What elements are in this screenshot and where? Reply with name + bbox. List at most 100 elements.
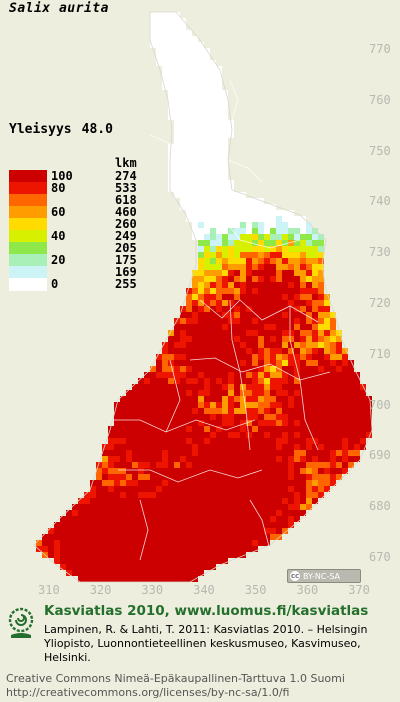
grid-cell xyxy=(270,294,276,300)
grid-cell xyxy=(150,546,156,552)
grid-cell xyxy=(96,462,102,468)
grid-cell xyxy=(318,480,324,486)
grid-cell xyxy=(300,252,306,258)
grid-cell xyxy=(312,492,318,498)
grid-cell xyxy=(342,354,348,360)
legend-count: 460 xyxy=(115,205,137,219)
grid-cell xyxy=(234,390,240,396)
grid-cell xyxy=(138,378,144,384)
grid-cell xyxy=(204,78,210,84)
grid-cell xyxy=(90,546,96,552)
grid-cell xyxy=(192,216,198,222)
grid-cell xyxy=(168,522,174,528)
atlas-link[interactable]: Kasviatlas 2010, www.luomus.fi/kasviatla… xyxy=(44,603,369,619)
grid-cell xyxy=(150,426,156,432)
grid-cell xyxy=(300,300,306,306)
grid-cell xyxy=(276,420,282,426)
grid-cell xyxy=(78,564,84,570)
grid-cell xyxy=(282,312,288,318)
grid-cell xyxy=(270,498,276,504)
grid-cell xyxy=(276,468,282,474)
grid-cell xyxy=(156,486,162,492)
grid-cell xyxy=(216,312,222,318)
license-url[interactable]: http://creativecommons.org/licenses/by-n… xyxy=(6,686,290,699)
grid-cell xyxy=(246,270,252,276)
grid-cell xyxy=(246,534,252,540)
grid-cell xyxy=(306,360,312,366)
easting-tick: 350 xyxy=(244,583,267,597)
grid-cell xyxy=(240,348,246,354)
grid-cell xyxy=(294,336,300,342)
grid-cell xyxy=(264,276,270,282)
grid-cell xyxy=(270,414,276,420)
grid-cell xyxy=(162,546,168,552)
grid-cell xyxy=(228,402,234,408)
grid-cell xyxy=(264,390,270,396)
grid-cell xyxy=(318,288,324,294)
grid-cell xyxy=(336,462,342,468)
grid-cell xyxy=(216,384,222,390)
grid-cell xyxy=(318,438,324,444)
grid-cell xyxy=(216,126,222,132)
grid-cell xyxy=(138,438,144,444)
grid-cell xyxy=(246,228,252,234)
grid-cell xyxy=(264,222,270,228)
grid-cell xyxy=(294,294,300,300)
grid-cell xyxy=(210,276,216,282)
license-badge[interactable]: cc BY-NC-SA xyxy=(287,569,361,583)
grid-cell xyxy=(156,408,162,414)
grid-cell xyxy=(156,402,162,408)
grid-cell xyxy=(252,402,258,408)
grid-cell xyxy=(132,510,138,516)
grid-cell xyxy=(276,246,282,252)
grid-cell xyxy=(192,552,198,558)
grid-cell xyxy=(240,306,246,312)
grid-cell xyxy=(174,486,180,492)
grid-cell xyxy=(210,450,216,456)
grid-cell xyxy=(198,108,204,114)
grid-cell xyxy=(258,420,264,426)
grid-cell xyxy=(222,180,228,186)
grid-cell xyxy=(168,114,174,120)
grid-cell xyxy=(324,396,330,402)
grid-cell xyxy=(282,330,288,336)
grid-cell xyxy=(228,492,234,498)
grid-cell xyxy=(342,420,348,426)
grid-cell xyxy=(294,516,300,522)
grid-cell xyxy=(222,258,228,264)
grid-cell xyxy=(102,492,108,498)
kasviatlas-logo-icon xyxy=(8,607,34,638)
grid-cell xyxy=(318,360,324,366)
grid-cell xyxy=(282,522,288,528)
grid-cell xyxy=(312,234,318,240)
grid-cell xyxy=(354,408,360,414)
grid-cell xyxy=(78,546,84,552)
grid-cell xyxy=(330,390,336,396)
grid-cell xyxy=(252,300,258,306)
grid-cell xyxy=(150,18,156,24)
grid-cell xyxy=(210,528,216,534)
grid-cell xyxy=(210,216,216,222)
grid-cell xyxy=(210,264,216,270)
grid-cell xyxy=(270,246,276,252)
grid-cell xyxy=(246,414,252,420)
grid-cell xyxy=(192,132,198,138)
grid-cell xyxy=(198,384,204,390)
grid-cell xyxy=(240,450,246,456)
legend-swatch xyxy=(9,206,47,219)
grid-cell xyxy=(264,540,270,546)
grid-cell xyxy=(162,348,168,354)
grid-cell xyxy=(78,552,84,558)
grid-cell xyxy=(348,462,354,468)
grid-cell xyxy=(156,540,162,546)
grid-cell xyxy=(270,276,276,282)
grid-cell xyxy=(222,276,228,282)
grid-cell xyxy=(240,546,246,552)
grid-cell xyxy=(276,240,282,246)
grid-cell xyxy=(222,96,228,102)
grid-cell xyxy=(198,228,204,234)
grid-cell xyxy=(228,354,234,360)
grid-cell xyxy=(282,414,288,420)
grid-cell xyxy=(198,132,204,138)
grid-cell xyxy=(180,390,186,396)
